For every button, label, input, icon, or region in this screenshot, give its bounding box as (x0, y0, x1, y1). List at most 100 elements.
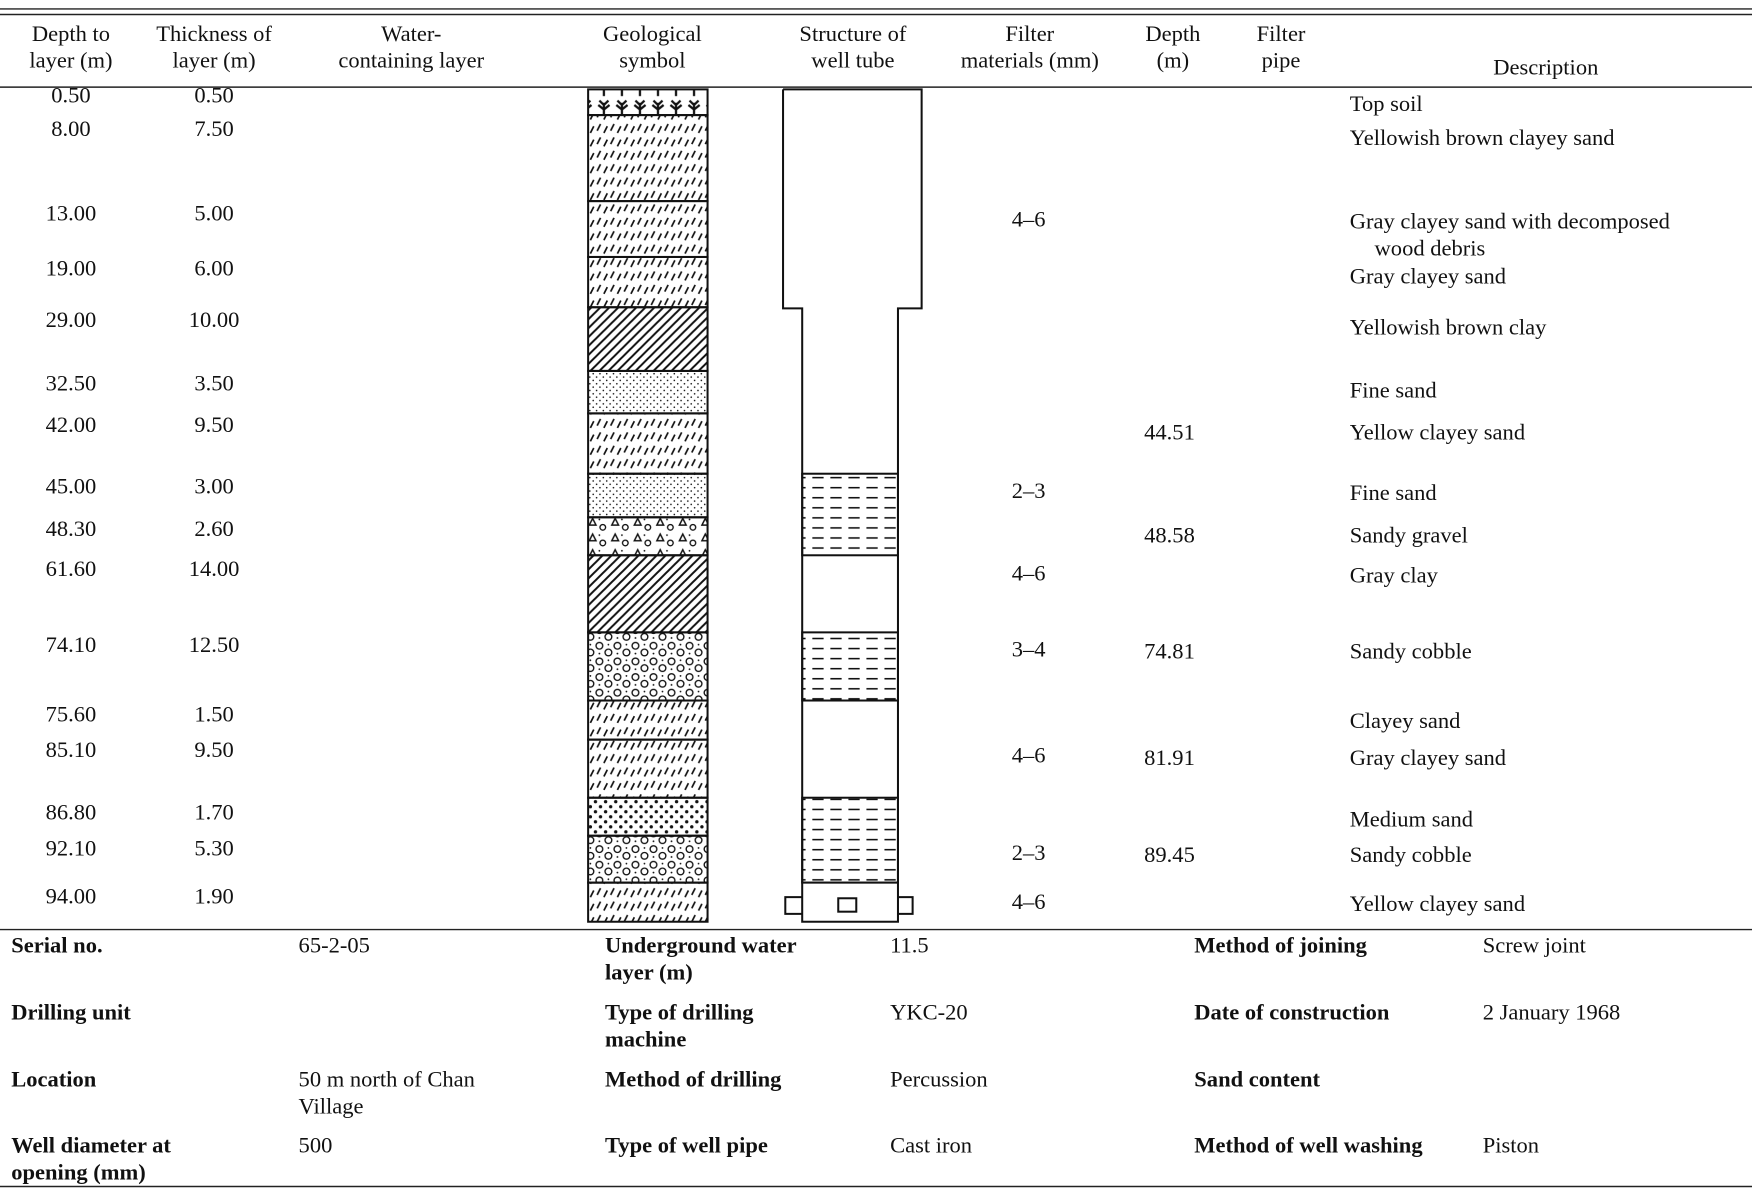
settling-pipe (801, 881, 899, 923)
field-label: Method of well washing (1194, 1133, 1422, 1158)
geo-layer (587, 88, 709, 117)
filter-material: 2–3 (1012, 478, 1046, 503)
field-label: layer (m) (605, 959, 693, 984)
geo-layer (587, 554, 709, 634)
field-label: Method of drilling (605, 1067, 781, 1092)
pipe-depth: 48.58 (1144, 523, 1195, 548)
filter-material: 3–4 (1012, 637, 1046, 662)
column-header: (m) (1157, 48, 1190, 73)
layer-depth: 86.80 (46, 800, 97, 825)
pipe-plug (837, 897, 858, 913)
field-label: Well diameter at (11, 1133, 171, 1158)
geo-layer (587, 834, 709, 884)
geo-layer (587, 255, 709, 309)
layer-thickness: 1.50 (194, 701, 233, 726)
layer-description: Gray clayey sand (1350, 263, 1506, 288)
geo-layer (587, 200, 709, 258)
filter-section (801, 796, 899, 884)
layer-depth: 61.60 (46, 556, 97, 581)
layer-thickness: 0.50 (194, 82, 233, 107)
geo-layer (587, 306, 709, 372)
geo-layer (587, 631, 709, 702)
layer-thickness: 6.00 (194, 256, 233, 281)
column-header: Geological (603, 21, 702, 46)
layer-thickness: 5.30 (194, 835, 233, 860)
layer-depth: 0.50 (51, 82, 90, 107)
tube-outline (782, 88, 923, 883)
layer-thickness: 5.00 (194, 201, 233, 226)
layer-description: Yellow clayey sand (1350, 891, 1525, 916)
filter-material: 4–6 (1012, 743, 1046, 768)
filter-section (801, 631, 899, 702)
column-header: Structure of (799, 21, 906, 46)
layer-thickness: 10.00 (189, 307, 240, 332)
layer-description: Yellowish brown clayey sand (1350, 125, 1615, 150)
layer-depth: 19.00 (46, 256, 97, 281)
column-header: layer (m) (172, 48, 255, 73)
field-value: Screw joint (1483, 933, 1587, 958)
field-value: 11.5 (890, 933, 929, 958)
field-value: Cast iron (890, 1133, 972, 1158)
layer-description: Top soil (1350, 91, 1423, 116)
field-label: Date of construction (1194, 1000, 1390, 1025)
geo-layer (587, 369, 709, 415)
layer-thickness: 14.00 (189, 556, 240, 581)
pipe-depth: 89.45 (1144, 842, 1195, 867)
field-label: Sand content (1194, 1067, 1320, 1092)
column-header: well tube (811, 48, 894, 73)
layer-description: Fine sand (1350, 480, 1437, 505)
layer-thickness: 9.50 (194, 737, 233, 762)
layer-thickness: 1.90 (194, 883, 233, 908)
layer-description: Medium sand (1350, 806, 1473, 831)
layer-depth: 45.00 (46, 473, 97, 498)
layer-description: Gray clay (1350, 563, 1439, 588)
well-tube (782, 88, 923, 923)
layer-depth: 75.60 (46, 701, 97, 726)
layer-depth: 42.00 (46, 412, 97, 437)
geo-layer (587, 114, 709, 203)
field-label: opening (mm) (11, 1159, 145, 1184)
layer-thickness: 12.50 (189, 632, 240, 657)
layer-depth: 8.00 (51, 116, 90, 141)
layer-description: Sandy gravel (1350, 523, 1468, 548)
layer-thickness: 1.70 (194, 800, 233, 825)
pipe-depth: 81.91 (1144, 745, 1195, 770)
layer-description: Sandy cobble (1350, 639, 1472, 664)
layer-depth: 94.00 (46, 883, 97, 908)
geo-layer (587, 738, 709, 799)
layer-depth: 74.10 (46, 632, 97, 657)
filter-material: 4–6 (1012, 206, 1046, 231)
layer-depth: 85.10 (46, 737, 97, 762)
layer-description: Gray clayey sand (1350, 745, 1506, 770)
filter-material: 4–6 (1012, 561, 1046, 586)
column-header: Description (1493, 54, 1598, 79)
pipe-depth: 74.81 (1144, 639, 1195, 664)
column-header: materials (mm) (961, 48, 1099, 73)
column-header: symbol (619, 48, 685, 73)
field-value: 50 m north of Chan (299, 1067, 475, 1092)
geo-layer (587, 472, 709, 519)
geo-layer (587, 699, 709, 741)
field-label: Drilling unit (11, 1000, 131, 1025)
column-header: Depth (1145, 21, 1200, 46)
column-header: Water- (381, 21, 441, 46)
field-label: machine (605, 1026, 686, 1051)
column-header: Depth to (32, 21, 110, 46)
column-header: pipe (1262, 48, 1301, 73)
column-header: Thickness of (156, 21, 272, 46)
column-header: containing layer (338, 48, 484, 73)
geo-layer (587, 412, 709, 475)
field-label: Method of joining (1194, 933, 1367, 958)
layer-description: Sandy cobble (1350, 842, 1472, 867)
geo-layer (587, 881, 709, 923)
layer-thickness: 3.50 (194, 371, 233, 396)
layer-depth: 32.50 (46, 371, 97, 396)
field-label: Type of well pipe (605, 1133, 768, 1158)
field-label: Location (11, 1067, 97, 1092)
layer-description: Gray clayey sand with decomposed (1350, 209, 1670, 234)
pipe-cap (784, 896, 914, 915)
field-value: 65-2-05 (299, 933, 370, 958)
field-label: Type of drilling (605, 1000, 753, 1025)
